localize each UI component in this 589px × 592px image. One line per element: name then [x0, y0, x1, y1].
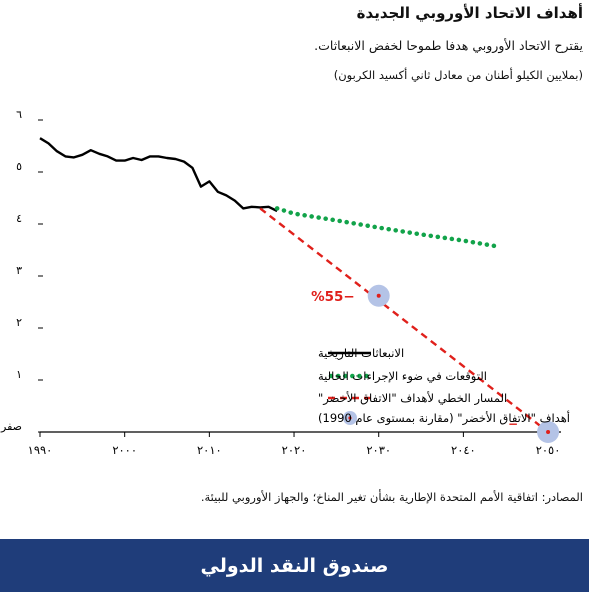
y-tick-label: ١ — [16, 368, 22, 381]
x-tick-label: ٢٠٠٠ — [112, 443, 137, 457]
target-marker-center — [376, 293, 381, 298]
x-tick-label: ٢٠٢٠ — [282, 443, 307, 457]
y-tick-label: ٥ — [16, 160, 22, 173]
legend-label: الانبعاثات التاريخية — [318, 346, 404, 361]
series-layer — [39, 137, 560, 443]
y-tick-label: ٦ — [16, 108, 22, 121]
source-note: المصادر: اتفاقية الأمم المتحدة الإطارية … — [200, 490, 583, 504]
x-tick-label: ١٩٩٠ — [28, 443, 53, 457]
annotations: %55− − — [311, 289, 518, 431]
legend-swatch-center — [348, 416, 352, 420]
y-tick-label: ٣ — [16, 264, 22, 277]
x-tick-label: ٢٠٥٠ — [536, 443, 561, 457]
y-tick-label: ٢ — [16, 316, 22, 329]
x-tick-label: ٢٠٣٠ — [366, 443, 391, 457]
x-tick-label: ٢٠١٠ — [197, 443, 222, 457]
unit-label: (بملايين الكيلو أطنان من معادل ثاني أكسي… — [333, 68, 583, 82]
target-marker-center — [546, 430, 551, 434]
series-line-1 — [274, 206, 500, 249]
y-tick-label: ٤ — [16, 212, 22, 225]
emissions-chart: صفر ١ ٢ ٣ ٤ ٥ ٦ ١٩٩٠ ٢٠٠٠ ٢٠١٠ ٢٠٢٠ ٢٠٣٠ ٢٠٤٠ ٢٠٥٠ ا… — [0, 108, 570, 457]
x-tick-label: ٢٠٤٠ — [451, 443, 476, 457]
series-line-2 — [259, 207, 549, 433]
y-tick-label: صفر — [0, 420, 22, 433]
chart-title: أهداف الاتحاد الأوروبي الجديدة — [356, 4, 583, 22]
annotation-label: %55− — [311, 289, 355, 305]
x-axis: ١٩٩٠ ٢٠٠٠ ٢٠١٠ ٢٠٢٠ ٢٠٣٠ ٢٠٤٠ ٢٠٥٠ — [28, 432, 561, 457]
chart-subtitle: يقترح الاتحاد الأوروبي هدفا طموحا لخفض ا… — [314, 38, 583, 53]
y-axis: صفر ١ ٢ ٣ ٤ ٥ ٦ — [0, 108, 43, 433]
series-line-0 — [39, 137, 278, 213]
footer-label: صندوق النقد الدولي — [200, 554, 389, 577]
footer-banner: صندوق النقد الدولي — [0, 539, 589, 592]
legend: الانبعاثات التاريخية التوقعات في ضوء الإج… — [318, 346, 570, 426]
legend-label: التوقعات في ضوء الإجراءات الحالية — [318, 369, 487, 384]
legend-label: المسار الخطي لأهداف "الاتفاق الأخضر" — [318, 391, 507, 406]
legend-label: أهداف "الاتفاق الأخضر" (مقارنة بمستوى عا… — [318, 410, 570, 426]
annotation-label: − — [508, 417, 518, 431]
